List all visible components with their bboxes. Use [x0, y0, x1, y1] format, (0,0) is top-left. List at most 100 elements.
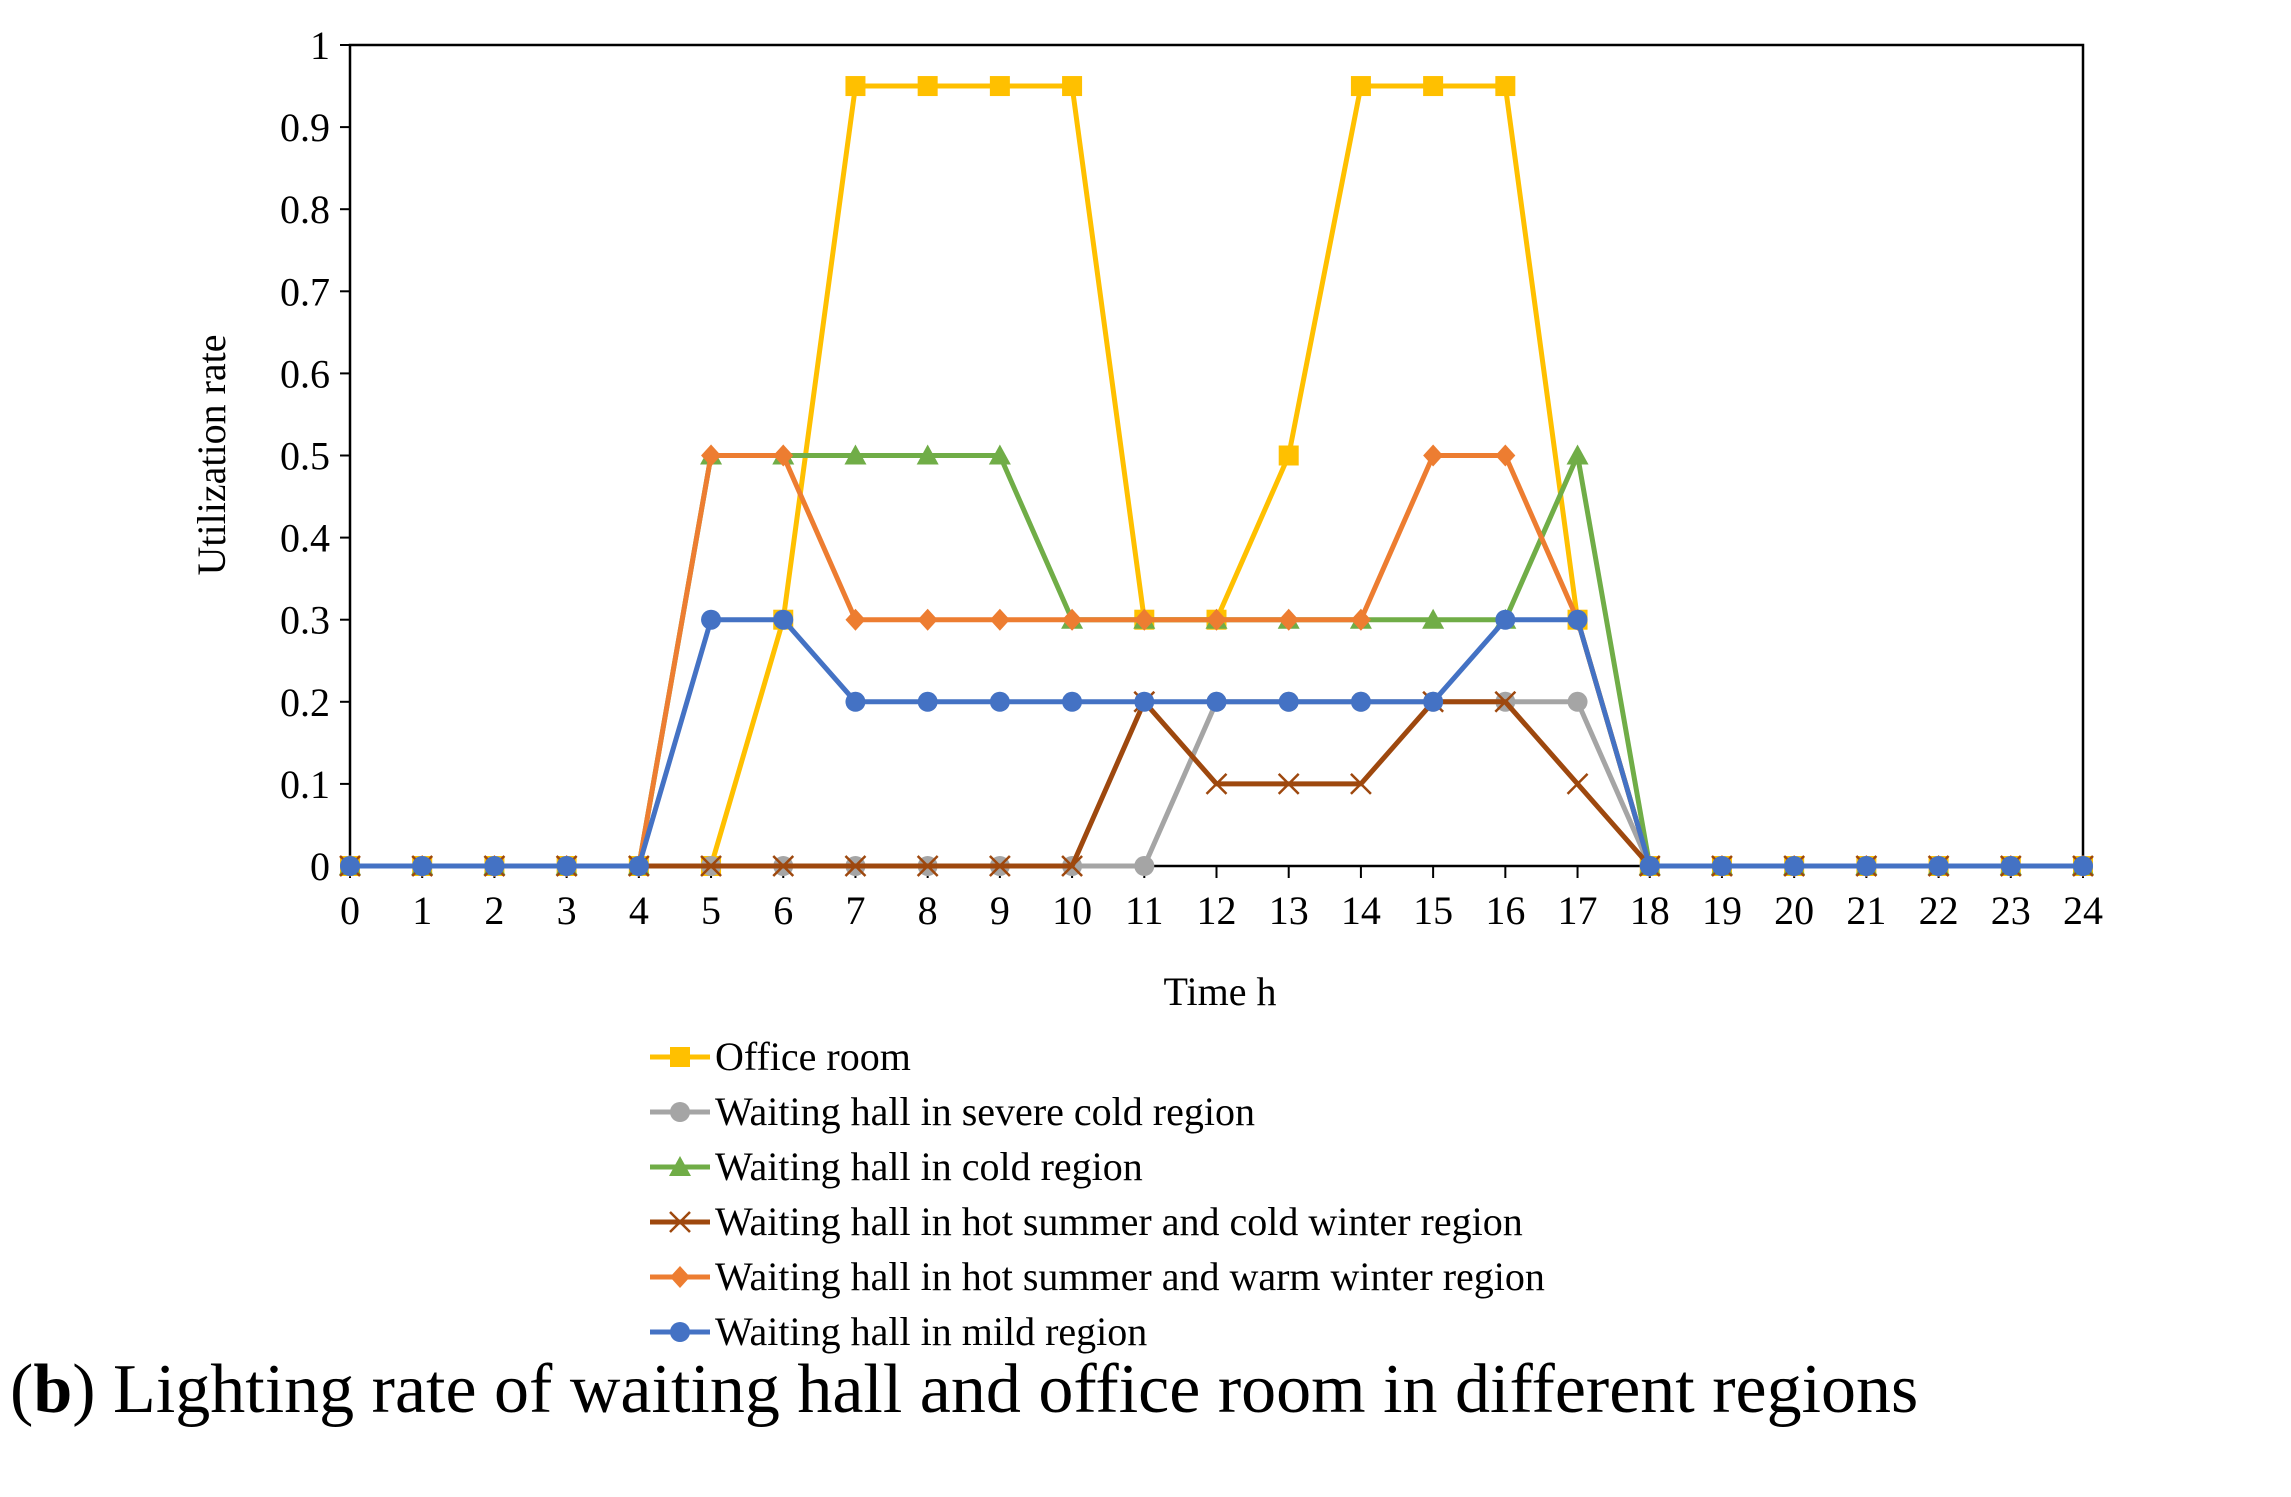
x-tick-label: 20	[1774, 888, 1814, 933]
data-point	[1495, 76, 1516, 97]
data-point	[412, 856, 433, 876]
data-point	[1567, 691, 1588, 712]
data-point	[844, 444, 867, 465]
series-5	[340, 609, 2093, 876]
data-point	[1350, 691, 1371, 712]
data-point	[628, 856, 649, 876]
data-point	[772, 855, 795, 877]
x-tick-label: 10	[1052, 888, 1092, 933]
data-point	[1062, 76, 1083, 97]
data-point	[701, 444, 722, 467]
data-point	[1494, 690, 1517, 713]
data-point	[1061, 855, 1083, 877]
data-point	[1639, 856, 1660, 876]
legend-item: Office room	[650, 1034, 911, 1079]
x-tick-label: 11	[1125, 888, 1164, 933]
data-point	[773, 609, 794, 630]
legend-item: Waiting hall in mild region	[650, 1309, 1147, 1354]
y-tick-label: 0.7	[280, 269, 330, 314]
data-point	[1134, 608, 1155, 631]
x-tick-label: 6	[773, 888, 793, 933]
data-point	[1277, 773, 1300, 795]
data-point	[2000, 856, 2021, 876]
data-point	[1566, 444, 1589, 465]
data-point	[1567, 609, 1588, 630]
x-tick-label: 7	[845, 888, 865, 933]
y-tick-label: 0	[310, 844, 330, 889]
x-tick-label: 22	[1919, 888, 1959, 933]
data-point	[1422, 608, 1445, 629]
x-axis-title: Time h	[1163, 969, 1276, 1014]
x-tick-label: 23	[1991, 888, 2031, 933]
data-point	[989, 76, 1010, 97]
x-tick-label: 18	[1630, 888, 1670, 933]
caption-text: ) Lighting rate of waiting hall and offi…	[72, 1351, 1919, 1428]
data-point	[1278, 691, 1299, 712]
data-point	[1350, 76, 1371, 97]
legend-item: Waiting hall in hot summer and warm wint…	[650, 1254, 1545, 1299]
legend-label: Waiting hall in cold region	[715, 1144, 1143, 1189]
y-tick-label: 0.1	[280, 762, 330, 807]
x-tick-label: 12	[1197, 888, 1237, 933]
data-point	[1278, 445, 1299, 466]
figure-caption: (b) Lighting rate of waiting hall and of…	[10, 1350, 2285, 1430]
data-point	[988, 444, 1011, 465]
caption-letter: b	[33, 1351, 73, 1428]
legend-item: Waiting hall in hot summer and cold wint…	[650, 1199, 1523, 1244]
data-point	[1423, 444, 1444, 467]
x-tick-label: 2	[484, 888, 504, 933]
data-point	[844, 855, 867, 877]
y-axis-title: Utilization rate	[189, 334, 234, 575]
series-layer	[339, 76, 2094, 877]
data-point	[845, 76, 866, 97]
data-point	[1206, 691, 1227, 712]
data-point	[1205, 773, 1228, 795]
data-point	[1062, 608, 1083, 631]
data-point	[988, 855, 1011, 877]
legend-item: Waiting hall in severe cold region	[650, 1089, 1255, 1134]
x-tick-label: 8	[918, 888, 938, 933]
data-point	[917, 691, 938, 712]
data-point	[917, 608, 938, 631]
legend-swatch-marker	[670, 1102, 690, 1122]
y-tick-label: 0.3	[280, 598, 330, 643]
x-tick-label: 21	[1846, 888, 1886, 933]
x-tick-label: 17	[1558, 888, 1598, 933]
plot-area	[348, 43, 2085, 868]
x-tick-label: 4	[629, 888, 649, 933]
data-point	[989, 691, 1010, 712]
data-point	[1856, 856, 1877, 876]
data-point	[556, 856, 577, 876]
data-point	[1134, 691, 1155, 712]
data-point	[1495, 609, 1516, 630]
legend-label: Waiting hall in mild region	[715, 1309, 1147, 1354]
y-tick-label: 0.6	[280, 351, 330, 396]
data-point	[1062, 691, 1083, 712]
data-point	[1278, 608, 1299, 631]
x-tick-label: 5	[701, 888, 721, 933]
legend-swatch-marker	[670, 1047, 690, 1067]
data-point	[1350, 773, 1372, 795]
legend-swatch-marker	[670, 1266, 690, 1288]
y-tick-label: 0.5	[280, 434, 330, 479]
data-point	[916, 444, 939, 465]
legend-swatch-marker	[670, 1322, 690, 1342]
x-tick-label: 9	[990, 888, 1010, 933]
x-tick-label: 3	[557, 888, 577, 933]
data-point	[484, 856, 505, 876]
data-point	[917, 76, 938, 97]
data-point	[1423, 76, 1444, 97]
legend-swatch-marker	[669, 1211, 691, 1233]
y-tick-label: 0.4	[280, 516, 330, 561]
x-tick-label: 24	[2063, 888, 2103, 933]
data-point	[773, 444, 794, 467]
data-point	[1784, 856, 1805, 876]
data-point	[1928, 856, 1949, 876]
x-tick-label: 13	[1269, 888, 1309, 933]
y-tick-label: 0.2	[280, 680, 330, 725]
legend-label: Waiting hall in severe cold region	[715, 1089, 1255, 1134]
data-point	[1134, 856, 1155, 876]
data-point	[701, 609, 722, 630]
data-point	[1566, 773, 1589, 795]
